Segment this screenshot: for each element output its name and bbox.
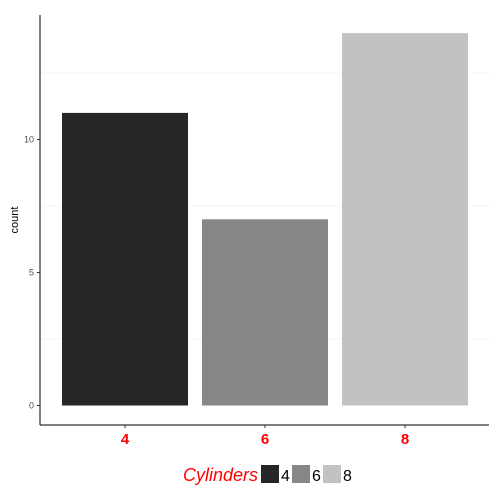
- bar-4: [62, 112, 188, 406]
- y-tick-label: 10: [24, 135, 34, 145]
- x-tick-label: 8: [401, 431, 409, 448]
- x-ticks: 4 6 8: [121, 425, 409, 448]
- bar-6: [202, 219, 328, 406]
- legend-label-6: 6: [312, 468, 321, 485]
- bar-8: [342, 33, 468, 406]
- y-ticks: 0 5 10: [24, 135, 40, 411]
- x-tick-label: 6: [261, 431, 269, 448]
- legend-key-8: [323, 465, 341, 483]
- legend-label-8: 8: [343, 468, 352, 485]
- legend-key-4: [261, 465, 279, 483]
- legend-label-4: 4: [281, 468, 290, 485]
- x-tick-label: 4: [121, 431, 130, 448]
- y-tick-label: 0: [29, 401, 34, 411]
- legend: Cylinders 4 6 8: [183, 465, 352, 485]
- legend-key-6: [292, 465, 310, 483]
- y-tick-label: 5: [29, 268, 34, 278]
- legend-items: 4 6 8: [261, 465, 352, 485]
- y-axis-title: count: [9, 207, 21, 234]
- legend-title: Cylinders: [183, 465, 258, 485]
- bars: [62, 33, 468, 406]
